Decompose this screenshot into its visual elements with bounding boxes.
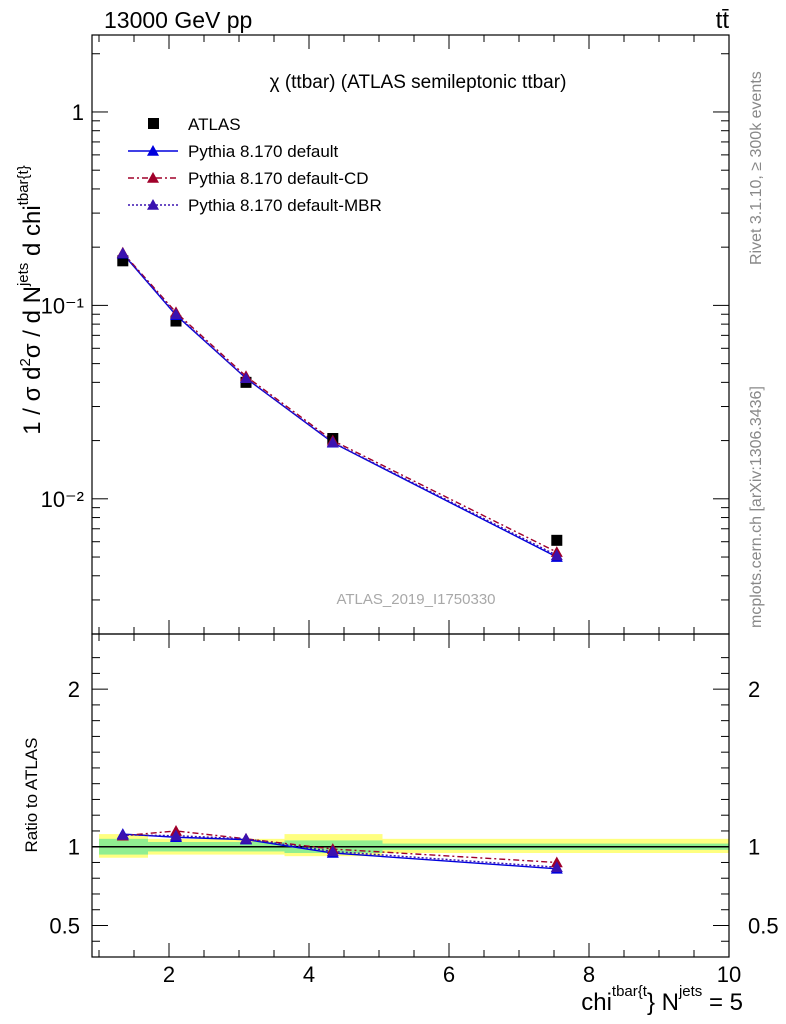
energy-label: 13000 GeV pp bbox=[104, 7, 252, 33]
main-marker-default_mbr-0 bbox=[116, 247, 129, 259]
legend-label-default: Pythia 8.170 default bbox=[188, 142, 339, 161]
ratio-y-tick-label-right: 1 bbox=[748, 835, 760, 860]
main-marker-default_mbr-2 bbox=[240, 372, 252, 384]
main-line-default_mbr bbox=[122, 252, 558, 556]
svg-text:chitbar{t} Njets = 5: chitbar{t} Njets = 5 bbox=[581, 983, 743, 1016]
main-line-default bbox=[122, 253, 558, 558]
chart-title: χ (ttbar) (ATLAS semileptonic ttbar) bbox=[270, 72, 567, 93]
main-y-tick-label: 10⁻¹ bbox=[41, 293, 84, 318]
x-tick-label-4: 4 bbox=[303, 962, 315, 987]
x-tick-label-2: 2 bbox=[163, 962, 175, 987]
ratio-line-default_mbr bbox=[122, 834, 557, 868]
main-line-default_cd bbox=[122, 252, 558, 553]
atlas-point-0 bbox=[117, 255, 129, 267]
x-axis-title: chitbar{t} Njets = 5 bbox=[581, 983, 743, 1016]
atlas-point-1 bbox=[170, 315, 182, 327]
main-marker-default_mbr-4 bbox=[550, 549, 563, 561]
legend-label-default_mbr: Pythia 8.170 default-MBR bbox=[188, 196, 382, 215]
mcplots-label: mcplots.cern.ch [arXiv:1306.3436] bbox=[748, 386, 765, 628]
ratio-marker-default_mbr-3 bbox=[326, 845, 339, 857]
ratio-y-tick-label-left: 1 bbox=[68, 835, 80, 860]
rivet-label: Rivet 3.1.10, ≥ 300k events bbox=[748, 71, 765, 265]
ratio-panel-frame bbox=[91, 633, 730, 958]
main-y-tick-label: 1 bbox=[72, 100, 84, 125]
ratio-y-axis-title: Ratio to ATLAS bbox=[22, 738, 41, 853]
analysis-watermark: ATLAS_2019_I1750330 bbox=[336, 591, 495, 608]
ratio-marker-default_mbr-4 bbox=[550, 861, 563, 872]
atlas-point-4 bbox=[551, 534, 563, 546]
main-y-axis-title: 1 / σ d2σ / d Njets d chitbar{t} bbox=[15, 165, 46, 434]
main-marker-default_mbr-3 bbox=[326, 436, 339, 448]
ratio-y-tick-label-left: 2 bbox=[68, 677, 80, 702]
x-tick-label-8: 8 bbox=[583, 962, 595, 987]
legend-marker-default_mbr bbox=[147, 199, 159, 210]
ratio-marker-default_mbr-1 bbox=[170, 829, 182, 841]
main-y-tick-label: 10⁻² bbox=[41, 487, 84, 512]
series-lines bbox=[122, 252, 558, 870]
legend-label-atlas: ATLAS bbox=[188, 115, 241, 134]
ratio-y-tick-label-left: 0.5 bbox=[49, 913, 80, 938]
ratio-y-tick-label-right: 0.5 bbox=[748, 913, 779, 938]
legend-marker-atlas bbox=[148, 118, 159, 129]
ratio-y-tick-label-right: 2 bbox=[748, 677, 760, 702]
legend: ATLAS Pythia 8.170 default Pythia 8.170 de… bbox=[128, 115, 382, 215]
process-label: tt̄ bbox=[716, 7, 730, 34]
main-marker-default_mbr-1 bbox=[170, 308, 182, 320]
legend-marker-default_cd bbox=[147, 172, 159, 183]
ratio-marker-default_mbr-2 bbox=[240, 832, 252, 844]
data-markers bbox=[116, 246, 563, 874]
x-tick-label-6: 6 bbox=[443, 962, 455, 987]
ratio-marker-default_mbr-0 bbox=[116, 828, 129, 840]
axis-ticks: 2 4 6 8 10 1 10⁻¹ 10⁻² 0.5 0.5 1 1 2 2 bbox=[41, 35, 779, 987]
x-tick-label-10: 10 bbox=[717, 962, 741, 987]
legend-marker-default bbox=[147, 145, 159, 156]
svg-text:1 / σ d2σ / d Njets d chitbar{: 1 / σ d2σ / d Njets d chitbar{t} bbox=[15, 165, 46, 434]
legend-label-default_cd: Pythia 8.170 default-CD bbox=[188, 169, 369, 188]
